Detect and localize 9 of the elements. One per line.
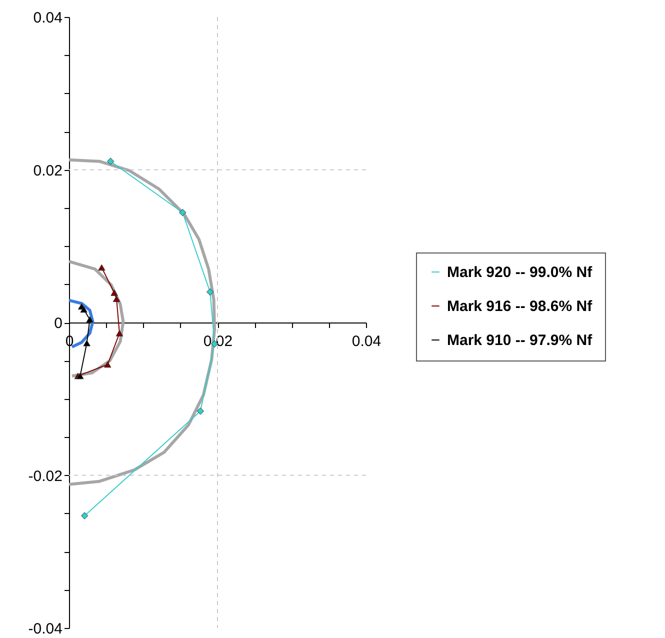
legend-label: Mark 910 -- 97.9% Nf	[447, 332, 594, 349]
y-tick-label: -0.04	[28, 620, 62, 638]
y-tick-label: -0.02	[28, 468, 62, 485]
y-tick-label: 0	[54, 315, 62, 332]
x-tick-label: 0.04	[352, 333, 382, 350]
legend-label: Mark 920 -- 99.0% Nf	[447, 264, 594, 281]
y-tick-label: 0.04	[33, 10, 62, 26]
y-tick-label: 0.02	[33, 162, 62, 180]
legend-label: Mark 916 -- 98.6% Nf	[447, 298, 594, 315]
